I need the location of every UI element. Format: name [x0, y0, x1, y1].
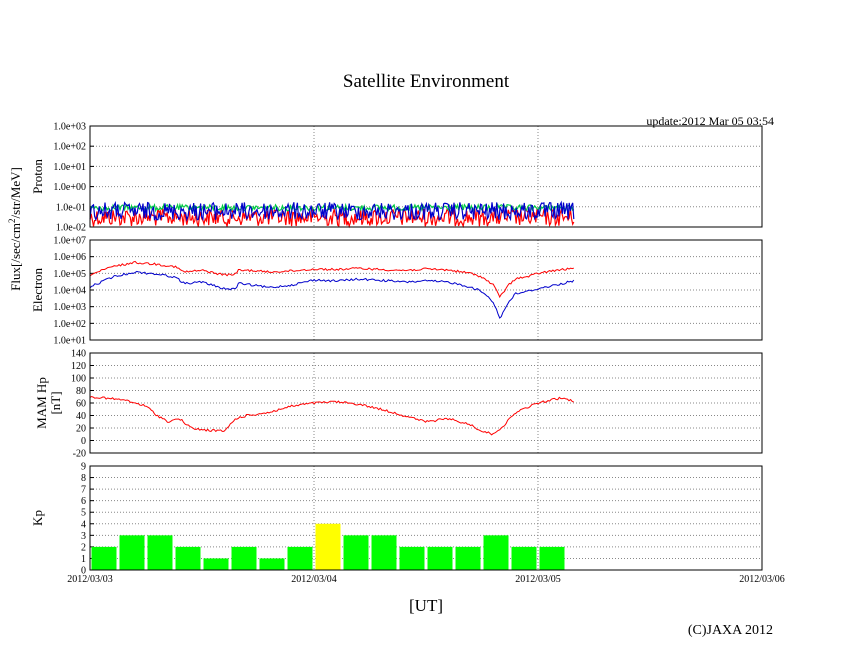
- x-tick-label: 2012/03/05: [515, 574, 561, 585]
- panel-frame: [89, 125, 763, 228]
- y-tick-label: 1.0e+03: [53, 122, 86, 133]
- x-tick-label: 2012/03/06: [739, 574, 785, 585]
- y-tick-label: 1.0e-02: [56, 223, 86, 234]
- y-tick-label: 40: [76, 411, 86, 422]
- y-tick-label: 1.0e+02: [53, 319, 86, 330]
- y-tick-label: 100: [71, 374, 86, 385]
- x-axis-label: [UT]: [409, 596, 443, 615]
- kp-bar: [147, 535, 173, 570]
- panel-proton: 1.0e+03 1.0e+02 1.0e+01 1.0e+00 1.0e-01 1.0e-…: [30, 122, 763, 234]
- panel-electron: 1.0e+07 1.0e+06 1.0e+05 1.0e+04 1.0e+03 1.0e+…: [30, 236, 763, 347]
- kp-bar: [231, 546, 257, 570]
- kp-bar: [483, 535, 509, 570]
- y-axis-label-hp: MAM Hp: [34, 377, 49, 429]
- y-tick-label: 1.0e+02: [53, 142, 86, 153]
- y-tick-label: 2: [81, 542, 86, 553]
- y-tick-label: 1: [81, 554, 86, 565]
- kp-bar: [427, 546, 453, 570]
- y-tick-label: -20: [73, 449, 86, 460]
- series-proton-red: [89, 206, 575, 229]
- series-electron-blue: [89, 270, 575, 319]
- x-tick-label: 2012/03/03: [67, 574, 113, 585]
- y-tick-label: 1.0e+05: [53, 269, 86, 280]
- kp-bar: [455, 546, 481, 570]
- y-tick-label: 120: [71, 361, 86, 372]
- panel-frame: [89, 352, 763, 454]
- y-tick-label: 1.0e+07: [53, 236, 86, 247]
- y-axis-label-electron: Electron: [30, 267, 45, 312]
- kp-bar: [287, 546, 313, 570]
- y-tick-label: 8: [81, 473, 86, 484]
- chart-title: Satellite Environment: [343, 71, 510, 92]
- y-tick-label: 1.0e+04: [53, 286, 86, 297]
- kp-bar: [259, 558, 285, 570]
- y-tick-label: 1.0e-01: [56, 202, 86, 213]
- kp-bar: [511, 546, 537, 570]
- y-tick-label: 9: [81, 462, 86, 473]
- y-tick-label: 7: [81, 485, 86, 496]
- kp-bar: [119, 535, 145, 570]
- y-tick-label: 1.0e+01: [53, 336, 86, 347]
- y-tick-label: 3: [81, 531, 86, 542]
- panel-frame: [89, 465, 763, 571]
- y-tick-label: 20: [76, 424, 86, 435]
- series-proton-blue: [89, 200, 575, 222]
- y-tick-label: 0: [81, 566, 86, 577]
- y-tick-label: 4: [81, 519, 86, 530]
- kp-bar: [539, 546, 565, 570]
- series-hp-red: [89, 395, 574, 436]
- series-electron-red: [89, 260, 574, 299]
- y-tick-label: 1.0e+03: [53, 302, 86, 313]
- kp-bar: [91, 546, 117, 570]
- y-tick-label: 1.0e+00: [53, 182, 86, 193]
- y-tick-label: 1.0e+06: [53, 252, 86, 263]
- y-tick-label: 60: [76, 399, 86, 410]
- y-axis-unit-hp: [nT]: [48, 391, 63, 414]
- kp-bar: [343, 535, 369, 570]
- y-tick-label: 5: [81, 508, 86, 519]
- update-timestamp: update:2012 Mar 05 03:54: [646, 114, 774, 128]
- panels-group: 1.0e+03 1.0e+02 1.0e+01 1.0e+00 1.0e-01 1.0e-…: [30, 122, 785, 586]
- y-tick-label: 0: [81, 436, 86, 447]
- copyright: (C)JAXA 2012: [688, 623, 773, 638]
- y-tick-label: 1.0e+01: [53, 162, 86, 173]
- kp-bar: [175, 546, 201, 570]
- y-tick-label: 140: [71, 349, 86, 360]
- flux-axis-label: Flux[/sec/cm2/str/MeV]: [7, 167, 23, 291]
- kp-bar: [399, 546, 425, 570]
- y-axis-label-kp: Kp: [30, 510, 45, 526]
- y-axis-label-proton: Proton: [30, 159, 45, 194]
- x-tick-label: 2012/03/04: [291, 574, 337, 585]
- y-tick-label: 6: [81, 496, 86, 507]
- panel-frame: [89, 239, 763, 341]
- kp-bar: [371, 535, 397, 570]
- kp-bar: [203, 558, 229, 570]
- kp-bar: [315, 523, 341, 570]
- y-tick-label: 80: [76, 386, 86, 397]
